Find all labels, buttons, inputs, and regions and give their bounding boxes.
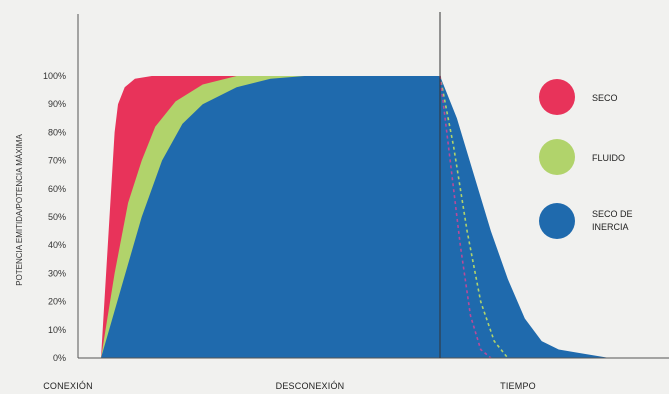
y-tick-label: 100%: [43, 71, 66, 81]
x-label-desconexion: DESCONEXIÓN: [276, 381, 345, 391]
series-areas: [101, 76, 610, 358]
y-tick-label: 60%: [48, 184, 66, 194]
y-tick-label: 70%: [48, 156, 66, 166]
legend: SECO FLUIDO SECO DE INERCIA: [539, 79, 633, 239]
decay-line-fluido: [439, 75, 509, 359]
y-tick-label: 0%: [53, 353, 66, 363]
legend-swatch-seco: [539, 79, 575, 115]
legend-swatch-seco-de-inercia: [539, 203, 575, 239]
x-label-tiempo: TIEMPO: [500, 381, 536, 391]
y-tick-label: 80%: [48, 127, 66, 137]
y-tick-label: 30%: [48, 268, 66, 278]
y-tick-labels: 0% 10% 20% 30% 40% 50% 60% 70% 80% 90% 100%: [43, 71, 66, 363]
y-tick-label: 40%: [48, 240, 66, 250]
y-tick-label: 10%: [48, 325, 66, 335]
decay-lines: [439, 75, 509, 359]
y-tick-label: 90%: [48, 99, 66, 109]
y-tick-label: 50%: [48, 212, 66, 222]
x-label-conexion: CONEXIÓN: [43, 381, 93, 391]
y-axis-label: POTENCIA EMITIDA/POTENCIA MÁXIMA: [15, 134, 24, 286]
y-tick-label: 20%: [48, 297, 66, 307]
decay-line-seco: [439, 75, 492, 359]
legend-label-fluido: FLUIDO: [592, 153, 625, 163]
legend-label-seco: SECO: [592, 93, 618, 103]
legend-swatch-fluido: [539, 139, 575, 175]
area-seco-de-inercia: [101, 76, 610, 358]
legend-label-seco-de-inercia: SECO DE INERCIA: [592, 209, 633, 232]
